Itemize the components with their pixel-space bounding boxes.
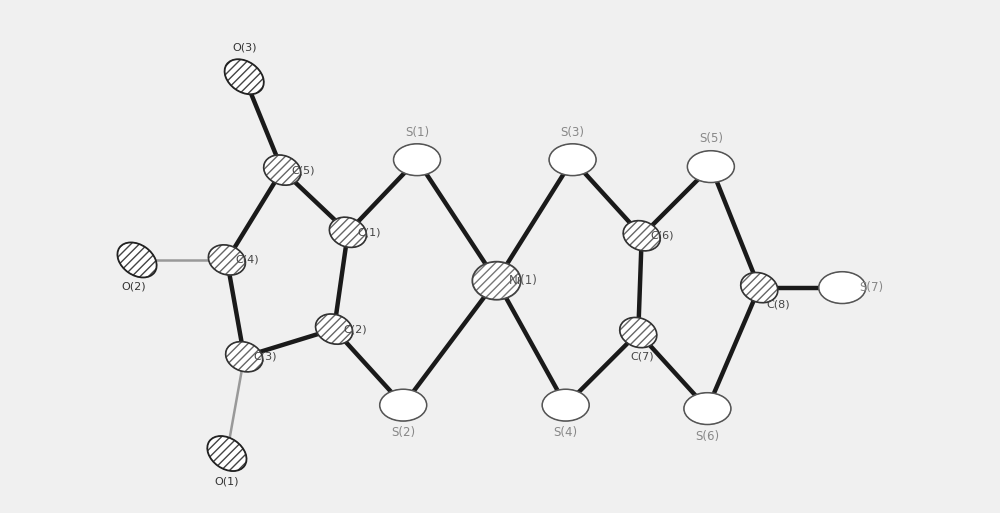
Ellipse shape — [819, 272, 866, 304]
Text: C(8): C(8) — [767, 300, 790, 310]
Ellipse shape — [226, 342, 263, 372]
Text: C(3): C(3) — [253, 352, 277, 362]
Ellipse shape — [687, 151, 734, 183]
Ellipse shape — [549, 144, 596, 175]
Text: C(4): C(4) — [236, 255, 259, 265]
Text: S(7): S(7) — [859, 281, 883, 294]
Text: S(4): S(4) — [554, 426, 578, 439]
Text: S(5): S(5) — [699, 132, 723, 146]
Ellipse shape — [316, 314, 353, 344]
Text: S(3): S(3) — [561, 126, 585, 139]
Ellipse shape — [117, 243, 157, 278]
Ellipse shape — [225, 59, 264, 94]
Text: C(7): C(7) — [630, 352, 654, 362]
Text: O(1): O(1) — [215, 476, 239, 486]
Ellipse shape — [620, 318, 657, 348]
Ellipse shape — [264, 155, 301, 185]
Ellipse shape — [394, 144, 441, 175]
Ellipse shape — [329, 217, 366, 247]
Ellipse shape — [380, 389, 427, 421]
Text: S(1): S(1) — [405, 126, 429, 139]
Text: S(6): S(6) — [695, 430, 719, 443]
Ellipse shape — [542, 389, 589, 421]
Text: S(2): S(2) — [391, 426, 415, 439]
Text: Ni(1): Ni(1) — [508, 274, 537, 287]
Text: O(3): O(3) — [232, 43, 256, 53]
Text: C(6): C(6) — [651, 231, 674, 241]
Text: O(2): O(2) — [121, 281, 146, 291]
Ellipse shape — [472, 262, 521, 300]
Ellipse shape — [207, 436, 247, 471]
Text: C(1): C(1) — [357, 227, 380, 238]
Ellipse shape — [623, 221, 660, 251]
Text: C(2): C(2) — [343, 324, 367, 334]
Text: C(5): C(5) — [291, 165, 315, 175]
Ellipse shape — [741, 272, 778, 303]
Ellipse shape — [208, 245, 245, 275]
Ellipse shape — [684, 392, 731, 424]
